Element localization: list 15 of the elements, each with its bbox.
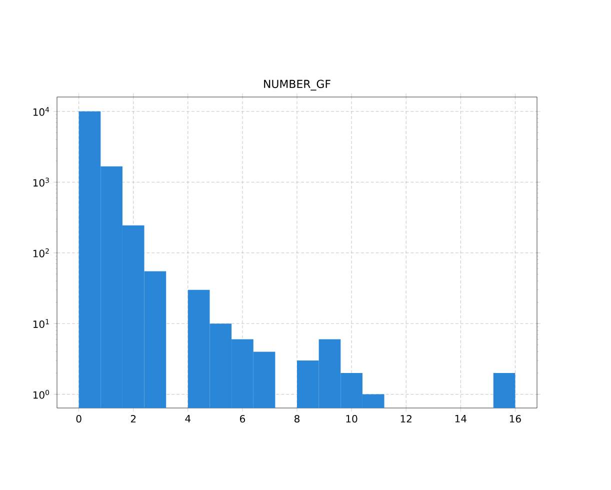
y-tick-label: 10$^{0}$ [33,390,50,399]
y-tick-label: 10$^{2}$ [33,248,49,258]
x-tick-label: 4 [185,415,191,422]
x-tick-label: 0 [76,415,82,423]
x-tick-label: 14 [455,415,466,422]
y-tick-label: 10$^{1}$ [33,319,49,328]
x-tick-label: 8 [294,415,300,423]
y-tick-label: 10$^{3}$ [33,178,49,187]
x-tick-label: 10 [346,415,358,423]
chart-title: NUMBER_GF [264,80,330,90]
x-tick-label: 12 [400,415,412,422]
x-tick-label: 16 [510,415,521,423]
y-tick-label: 10$^{4}$ [33,107,50,116]
x-tick-label: 6 [240,415,246,423]
x-tick-label: 2 [130,415,136,422]
